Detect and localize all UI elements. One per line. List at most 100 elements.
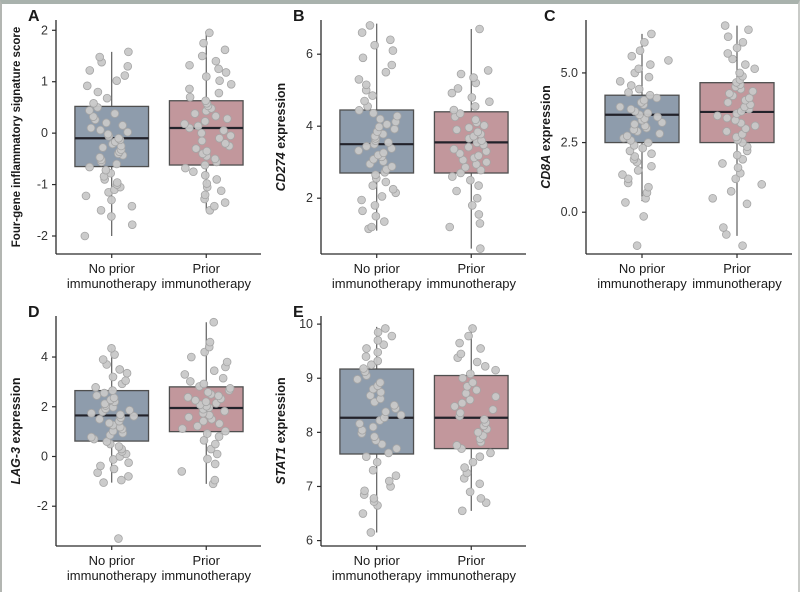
- jitter-point: [450, 402, 459, 411]
- jitter-point: [449, 144, 459, 154]
- jitter-point: [98, 143, 108, 152]
- jitter-point: [370, 432, 379, 441]
- jitter-point: [626, 104, 636, 114]
- jitter-point: [186, 377, 195, 386]
- jitter-point: [189, 167, 198, 177]
- jitter-point: [355, 419, 364, 428]
- jitter-point: [464, 142, 473, 152]
- jitter-point: [209, 317, 219, 327]
- jitter-point: [197, 51, 207, 61]
- jitter-point: [373, 356, 383, 366]
- jitter-point: [223, 114, 232, 124]
- jitter-point: [104, 418, 114, 428]
- jitter-point: [185, 60, 194, 70]
- jitter-point: [89, 112, 98, 121]
- jitter-point: [627, 51, 637, 61]
- jitter-point: [723, 98, 733, 107]
- jitter-point: [387, 331, 397, 341]
- jitter-point: [474, 210, 484, 219]
- jitter-point: [466, 175, 475, 185]
- jitter-point: [732, 43, 742, 53]
- jitter-point: [750, 121, 760, 131]
- panel-label-C: C: [544, 8, 556, 25]
- jitter-point: [368, 465, 378, 475]
- y-tick-label: 8: [306, 425, 313, 439]
- jitter-point: [373, 336, 383, 345]
- jitter-point: [89, 99, 98, 108]
- jitter-point: [455, 338, 464, 348]
- jitter-point: [369, 494, 379, 503]
- jitter-point: [370, 40, 379, 50]
- jitter-point: [114, 534, 123, 543]
- jitter-point: [357, 28, 367, 37]
- jitter-point: [455, 149, 465, 158]
- jitter-point: [384, 448, 393, 458]
- x-category-label-line2: immunotherapy: [597, 276, 687, 291]
- jitter-point: [81, 191, 91, 201]
- jitter-point: [112, 159, 121, 169]
- jitter-point: [387, 162, 397, 171]
- jitter-point: [457, 398, 467, 408]
- y-tick-label: 7: [306, 479, 313, 493]
- jitter-point: [615, 76, 625, 86]
- jitter-point: [460, 463, 469, 472]
- jitter-point: [476, 344, 485, 353]
- jitter-point: [475, 219, 485, 228]
- jitter-point: [109, 393, 119, 403]
- x-category-label-line2: immunotherapy: [67, 568, 157, 583]
- jitter-point: [382, 120, 392, 129]
- jitter-point: [461, 162, 470, 172]
- y-tick-label: 2.5: [561, 136, 578, 150]
- boxplot-C: 0.0 2.5 5.0 CD8A expression No prior immunoth…: [532, 4, 798, 300]
- jitter-point: [177, 467, 187, 476]
- jitter-point: [638, 143, 647, 153]
- jitter-point: [80, 231, 90, 241]
- x-category-label-line2: immunotherapy: [692, 276, 782, 291]
- jitter-point: [621, 198, 630, 207]
- jitter-point: [468, 457, 478, 467]
- jitter-point: [396, 410, 406, 420]
- jitter-point: [190, 109, 200, 118]
- jitter-point: [127, 220, 137, 229]
- panel-grid: A -2 -1 0 1 2 Four-gene inflammatory signatur…: [2, 4, 798, 592]
- jitter-point: [95, 414, 104, 424]
- jitter-point: [491, 392, 501, 401]
- jitter-point: [480, 362, 490, 371]
- jitter-point: [214, 88, 224, 98]
- panel-label-A: A: [28, 8, 40, 25]
- jitter-point: [222, 357, 232, 367]
- jitter-point: [358, 206, 367, 216]
- jitter-point: [468, 324, 477, 333]
- jitter-point: [361, 352, 371, 361]
- jitter-point: [381, 407, 391, 417]
- jitter-point: [200, 117, 210, 126]
- jitter-point: [486, 448, 495, 458]
- jitter-point: [193, 121, 203, 131]
- jitter-point: [108, 386, 117, 395]
- jitter-point: [114, 133, 123, 143]
- jitter-point: [219, 126, 229, 135]
- jitter-point: [472, 385, 481, 395]
- jitter-point: [491, 365, 500, 375]
- jitter-point: [221, 139, 230, 148]
- y-tick-label: 0.0: [561, 205, 578, 219]
- jitter-point: [212, 449, 222, 459]
- jitter-point: [96, 205, 106, 215]
- jitter-point: [211, 56, 221, 66]
- jitter-point: [184, 412, 194, 422]
- jitter-point: [86, 123, 96, 133]
- jitter-point: [464, 123, 474, 132]
- jitter-point: [483, 66, 493, 75]
- jitter-point: [632, 241, 642, 250]
- jitter-point: [470, 102, 480, 111]
- jitter-point: [452, 186, 461, 196]
- jitter-point: [180, 370, 190, 379]
- jitter-point: [358, 53, 368, 63]
- jitter-point: [220, 406, 229, 416]
- jitter-point: [201, 96, 210, 106]
- y-axis-title: LAG-3 expression: [9, 378, 23, 485]
- y-tick-label: 2: [41, 23, 48, 37]
- jitter-point: [457, 506, 467, 516]
